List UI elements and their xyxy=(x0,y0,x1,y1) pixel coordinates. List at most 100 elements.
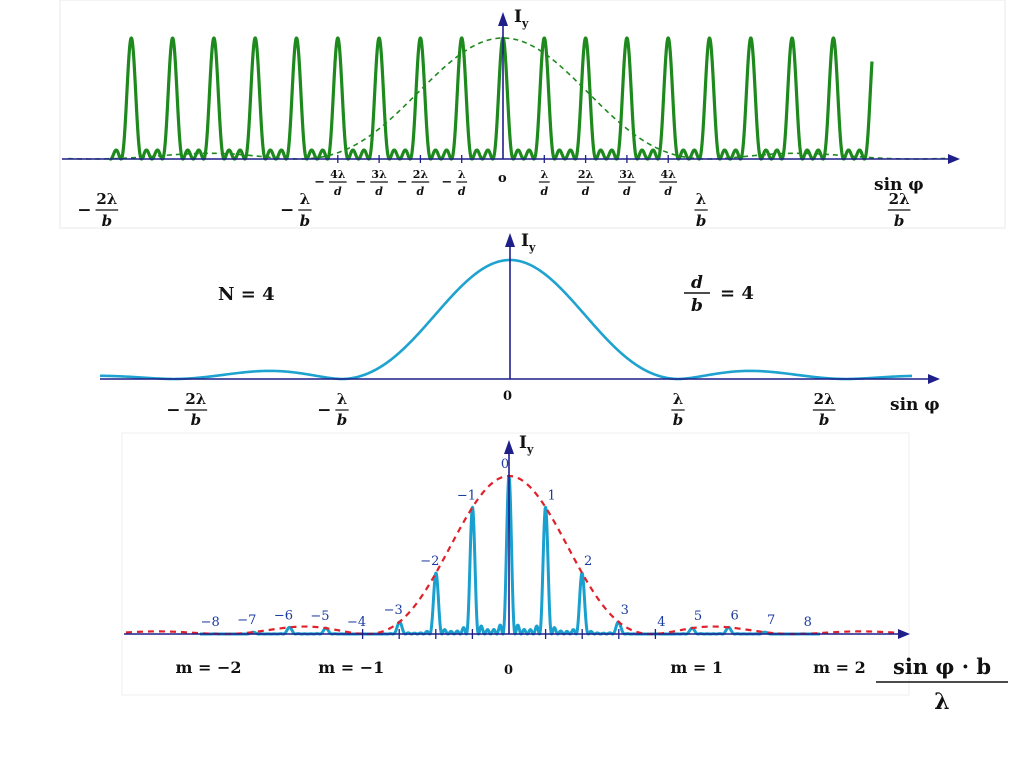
tick-label: λb xyxy=(671,390,685,428)
svg-text:4λ: 4λ xyxy=(330,168,346,181)
tick-label-d: −λd xyxy=(441,168,468,198)
svg-text:λ: λ xyxy=(540,168,548,181)
x-axis-label-denominator: λ xyxy=(934,689,949,715)
tick-label-d: λd xyxy=(538,168,550,198)
svg-text:d: d xyxy=(375,185,383,198)
x-axis-arrow xyxy=(928,374,940,384)
svg-text:−: − xyxy=(77,200,91,220)
origin-label: o xyxy=(498,171,507,186)
envelope-minimum-label: m = −2 xyxy=(176,658,242,677)
y-axis-arrow xyxy=(504,440,514,454)
order-label: 4 xyxy=(657,615,665,630)
order-label: 5 xyxy=(694,609,702,624)
x-axis-label: sin φ · b λ xyxy=(876,654,1008,715)
interference-peaks xyxy=(108,36,874,161)
order-label: −5 xyxy=(310,609,329,624)
svg-text:3λ: 3λ xyxy=(619,168,635,181)
tick-label-d: −4λ d xyxy=(314,168,347,198)
tick-label: 2λ b xyxy=(812,390,836,428)
svg-text:2λ: 2λ xyxy=(578,168,594,181)
x-axis-arrow xyxy=(898,629,910,639)
svg-text:−: − xyxy=(355,175,366,190)
ratio-denominator: b xyxy=(691,296,703,316)
tick-label-d: 2λ d xyxy=(576,168,595,198)
y-axis-label: Iy xyxy=(519,433,534,456)
svg-text:−: − xyxy=(280,200,294,220)
ratio-value: = 4 xyxy=(720,283,754,304)
ratio-numerator: d xyxy=(691,273,703,293)
order-label: 3 xyxy=(621,603,629,618)
order-label: 6 xyxy=(730,608,738,623)
origin-label: 0 xyxy=(503,389,512,404)
x-axis-arrow xyxy=(948,154,960,164)
envelope-minimum-label: m = −1 xyxy=(318,658,384,677)
x-axis-label-numerator: sin φ · b xyxy=(893,654,991,679)
x-axis-label: sin φ xyxy=(874,175,924,195)
y-axis-label: Iy xyxy=(521,231,536,254)
svg-text:b: b xyxy=(819,411,830,428)
svg-text:b: b xyxy=(300,212,311,230)
svg-text:λ: λ xyxy=(337,390,348,408)
order-label: −1 xyxy=(457,488,476,503)
svg-text:d: d xyxy=(623,185,631,198)
ratio-label: d b = 4 xyxy=(684,273,754,316)
svg-text:2λ: 2λ xyxy=(889,190,910,208)
svg-text:2λ: 2λ xyxy=(413,168,429,181)
tick-label-d: −3λ d xyxy=(355,168,388,198)
svg-text:2λ: 2λ xyxy=(185,390,206,408)
svg-text:d: d xyxy=(582,185,590,198)
order-label: −8 xyxy=(201,615,220,630)
slit-count-label: N = 4 xyxy=(218,284,275,305)
order-label: −6 xyxy=(274,608,293,623)
svg-text:b: b xyxy=(894,212,905,230)
y-axis-arrow xyxy=(498,12,508,26)
tick-label-d: 4λ d xyxy=(659,168,678,198)
envelope-minimum-label: m = 2 xyxy=(813,658,866,677)
svg-text:d: d xyxy=(664,185,672,198)
x-axis-label: sin φ xyxy=(890,395,940,415)
tick-label: −2λ b xyxy=(166,390,208,428)
svg-text:b: b xyxy=(102,212,113,230)
tick-label: −λb xyxy=(317,390,349,428)
order-label: −3 xyxy=(384,603,403,618)
svg-text:d: d xyxy=(540,185,548,198)
envelope-minimum-label: m = 1 xyxy=(670,658,723,677)
svg-text:2λ: 2λ xyxy=(814,390,835,408)
svg-text:λ: λ xyxy=(458,168,466,181)
tick-label-b: −λb xyxy=(280,190,312,230)
svg-text:b: b xyxy=(673,411,684,428)
svg-text:b: b xyxy=(191,411,202,428)
y-axis-label: Iy xyxy=(514,7,529,30)
intensity-curve xyxy=(99,258,913,381)
order-label: 8 xyxy=(804,615,812,630)
svg-text:4λ: 4λ xyxy=(661,168,677,181)
order-label: −7 xyxy=(237,613,256,628)
tick-label-b: 2λ b xyxy=(887,190,911,230)
svg-text:b: b xyxy=(337,411,348,428)
svg-text:2λ: 2λ xyxy=(96,190,117,208)
origin-label: 0 xyxy=(504,663,513,678)
svg-text:−: − xyxy=(314,175,325,190)
order-label: 7 xyxy=(767,613,775,628)
tick-label-d: 3λ d xyxy=(618,168,636,198)
single-slit-envelope-dashed xyxy=(67,37,946,160)
svg-text:λ: λ xyxy=(696,190,707,208)
tick-label-b: −2λ b xyxy=(77,190,119,230)
svg-text:−: − xyxy=(397,175,408,190)
svg-text:3λ: 3λ xyxy=(371,168,387,181)
svg-text:d: d xyxy=(334,185,342,198)
svg-text:b: b xyxy=(696,212,707,230)
svg-text:λ: λ xyxy=(300,190,311,208)
order-label: 2 xyxy=(584,554,592,569)
svg-text:λ: λ xyxy=(673,390,684,408)
panel-grating-narrow-peaks: Iy o sin φ −4λd−3λd−2λd−λdλd2λd3λd4λd−2λ… xyxy=(59,0,1006,230)
order-label: 1 xyxy=(547,488,555,503)
svg-text:−: − xyxy=(166,400,180,420)
tick-label-d: −2λ d xyxy=(397,168,430,198)
tick-label-b: λb xyxy=(694,190,708,230)
svg-text:d: d xyxy=(458,185,466,198)
svg-text:−: − xyxy=(317,400,331,420)
panel-grating-with-envelope: Iy 0 0 1 −1 2 −2 3 −3 4 −4 5 −5 6 −6 7 −7 8 −8 m = −2 m =… xyxy=(121,432,1008,715)
